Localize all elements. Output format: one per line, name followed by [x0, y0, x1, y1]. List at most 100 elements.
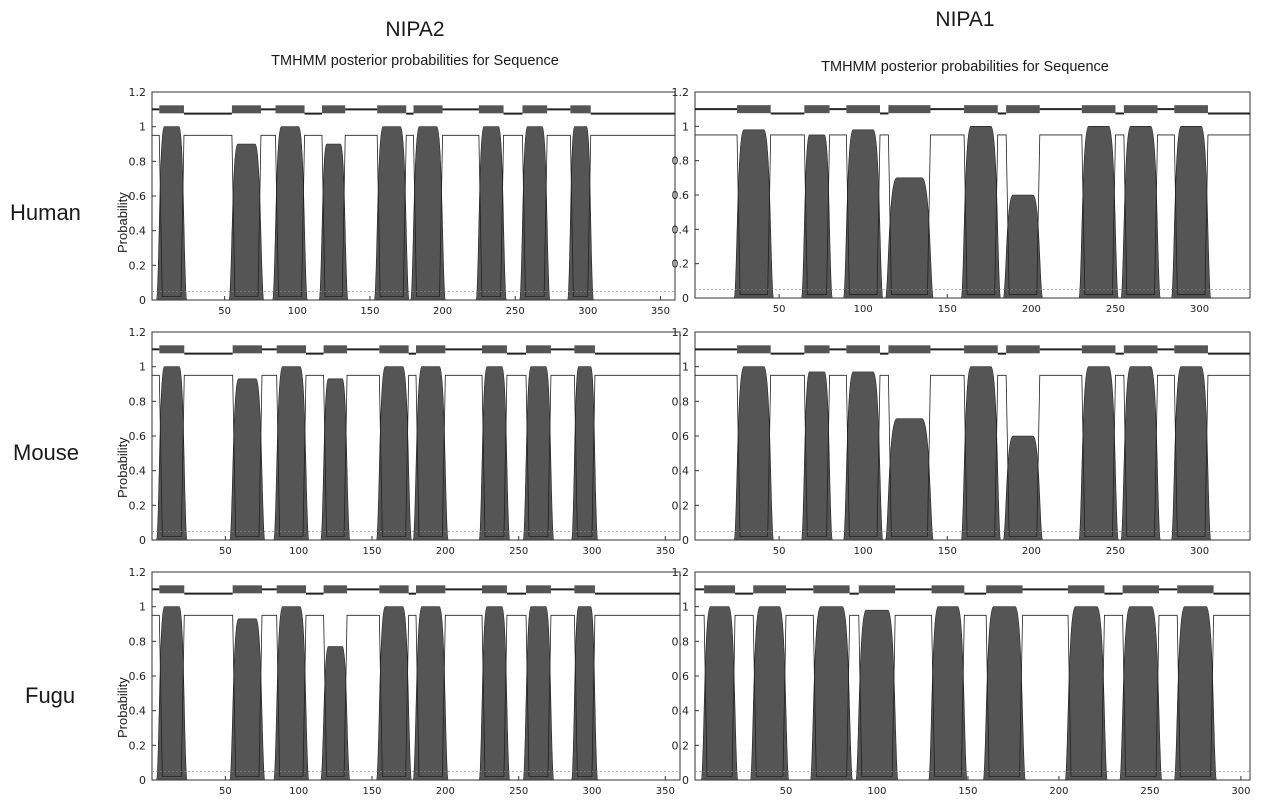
topology-tm-segment	[231, 105, 261, 114]
y-tick-label: 1.2	[129, 566, 147, 579]
x-tick-label: 350	[656, 786, 675, 797]
topology-tm-segment	[478, 105, 504, 114]
x-tick-label: 150	[938, 546, 957, 557]
tm-probability-peak	[1120, 126, 1161, 299]
y-tick-label: 1.2	[672, 326, 690, 339]
y-tick-label: 0.2	[672, 739, 690, 752]
x-tick-label: 50	[773, 546, 786, 557]
y-tick-label: 1.2	[129, 86, 147, 99]
tm-probability-peak	[522, 606, 555, 781]
y-tick-label: 0.8	[129, 155, 147, 168]
tm-probability-peak	[571, 366, 599, 541]
tm-probability-peak	[412, 606, 449, 781]
tm-probability-peak	[519, 126, 551, 301]
x-tick-label: 300	[578, 306, 597, 317]
tm-probability-peak	[229, 618, 266, 781]
y-tick-label: 0.8	[672, 155, 690, 168]
tm-probability-peak	[1002, 435, 1044, 541]
y-tick-label: 0.6	[672, 430, 690, 443]
y-tick-label: 0.2	[672, 258, 690, 271]
x-tick-label: 100	[854, 304, 873, 315]
x-tick-label: 250	[1140, 786, 1159, 797]
x-tick-label: 150	[958, 786, 977, 797]
column-title-nipa1: NIPA1	[935, 8, 995, 31]
tm-probability-peak	[376, 366, 412, 541]
tm-probability-peak	[855, 609, 899, 781]
topology-tm-segment	[888, 345, 931, 354]
tm-probability-peak	[801, 134, 833, 299]
topology-tm-segment	[1068, 585, 1105, 594]
tm-probability-peak	[273, 606, 310, 781]
topology-tm-segment	[574, 585, 595, 594]
x-tick-label: 200	[1049, 786, 1068, 797]
x-tick-label: 100	[854, 546, 873, 557]
topology-tm-segment	[323, 585, 348, 594]
y-tick-label: 0.8	[129, 395, 147, 408]
y-tick-label: 0	[139, 534, 146, 547]
y-tick-label: 0	[682, 292, 689, 305]
tm-probability-peak	[1078, 366, 1119, 541]
outside-probability-line	[695, 374, 1250, 537]
topology-tm-segment	[804, 105, 830, 114]
topology-tm-segment	[813, 585, 850, 594]
tm-probability-peak	[478, 606, 511, 781]
topology-tm-segment	[232, 345, 262, 354]
y-tick-label: 1.2	[672, 86, 690, 99]
tm-probability-peak	[156, 606, 188, 781]
y-tick-label: 0	[139, 294, 146, 307]
topology-tm-segment	[858, 585, 896, 594]
x-tick-label: 350	[651, 306, 670, 317]
tm-probability-peak	[478, 366, 511, 541]
tm-probability-peak	[320, 646, 351, 781]
x-tick-label: 150	[938, 304, 957, 315]
tm-probability-peak	[155, 126, 188, 301]
x-tick-label: 250	[1106, 304, 1125, 315]
tm-probability-peak	[801, 371, 833, 541]
x-tick-label: 250	[509, 546, 528, 557]
x-tick-label: 200	[433, 306, 452, 317]
y-tick-label: 0	[682, 774, 689, 787]
tm-probability-peak	[522, 366, 555, 541]
outside-probability-line	[152, 374, 680, 537]
row-label-human: Human	[10, 200, 81, 225]
x-tick-label: 150	[360, 306, 379, 317]
x-tick-label: 200	[436, 786, 455, 797]
x-tick-label: 300	[1190, 546, 1209, 557]
column-title-nipa2: NIPA2	[385, 18, 445, 41]
topology-tm-segment	[159, 585, 185, 594]
outside-probability-line	[695, 614, 1250, 777]
y-tick-label: 1.2	[129, 326, 147, 339]
x-tick-label: 300	[1190, 304, 1209, 315]
y-tick-label: 1.2	[672, 566, 690, 579]
topology-tm-segment	[753, 585, 786, 594]
y-tick-label: 0.4	[129, 225, 147, 238]
tm-probability-peak	[228, 143, 265, 301]
x-tick-label: 250	[1106, 546, 1125, 557]
y-tick-label: 0.2	[129, 259, 147, 272]
tm-probability-peak	[809, 606, 853, 781]
tm-probability-peak	[273, 366, 310, 541]
x-tick-label: 250	[509, 786, 528, 797]
tm-probability-peak	[982, 606, 1026, 781]
x-tick-label: 100	[867, 786, 886, 797]
y-tick-label: 0.4	[672, 465, 690, 478]
tm-probability-peak	[320, 378, 351, 541]
topology-tm-segment	[574, 345, 595, 354]
tm-probability-peak	[1119, 606, 1163, 781]
y-tick-label: 1	[139, 601, 146, 614]
topology-tm-segment	[526, 345, 551, 354]
x-tick-label: 50	[218, 306, 231, 317]
tm-probability-peak	[928, 606, 968, 781]
tm-probability-peak	[571, 606, 599, 781]
tm-probability-peak	[1064, 606, 1108, 781]
x-tick-label: 200	[1022, 546, 1041, 557]
x-tick-label: 300	[582, 786, 601, 797]
y-tick-label: 0.4	[129, 705, 147, 718]
topology-tm-segment	[416, 345, 446, 354]
x-tick-label: 150	[362, 546, 381, 557]
topology-tm-segment	[964, 105, 998, 114]
y-tick-label: 1	[139, 121, 146, 134]
subtitle-nipa1: TMHMM posterior probabilities for Sequen…	[821, 59, 1109, 75]
topology-tm-segment	[416, 585, 446, 594]
tm-probability-peak	[1078, 126, 1119, 299]
